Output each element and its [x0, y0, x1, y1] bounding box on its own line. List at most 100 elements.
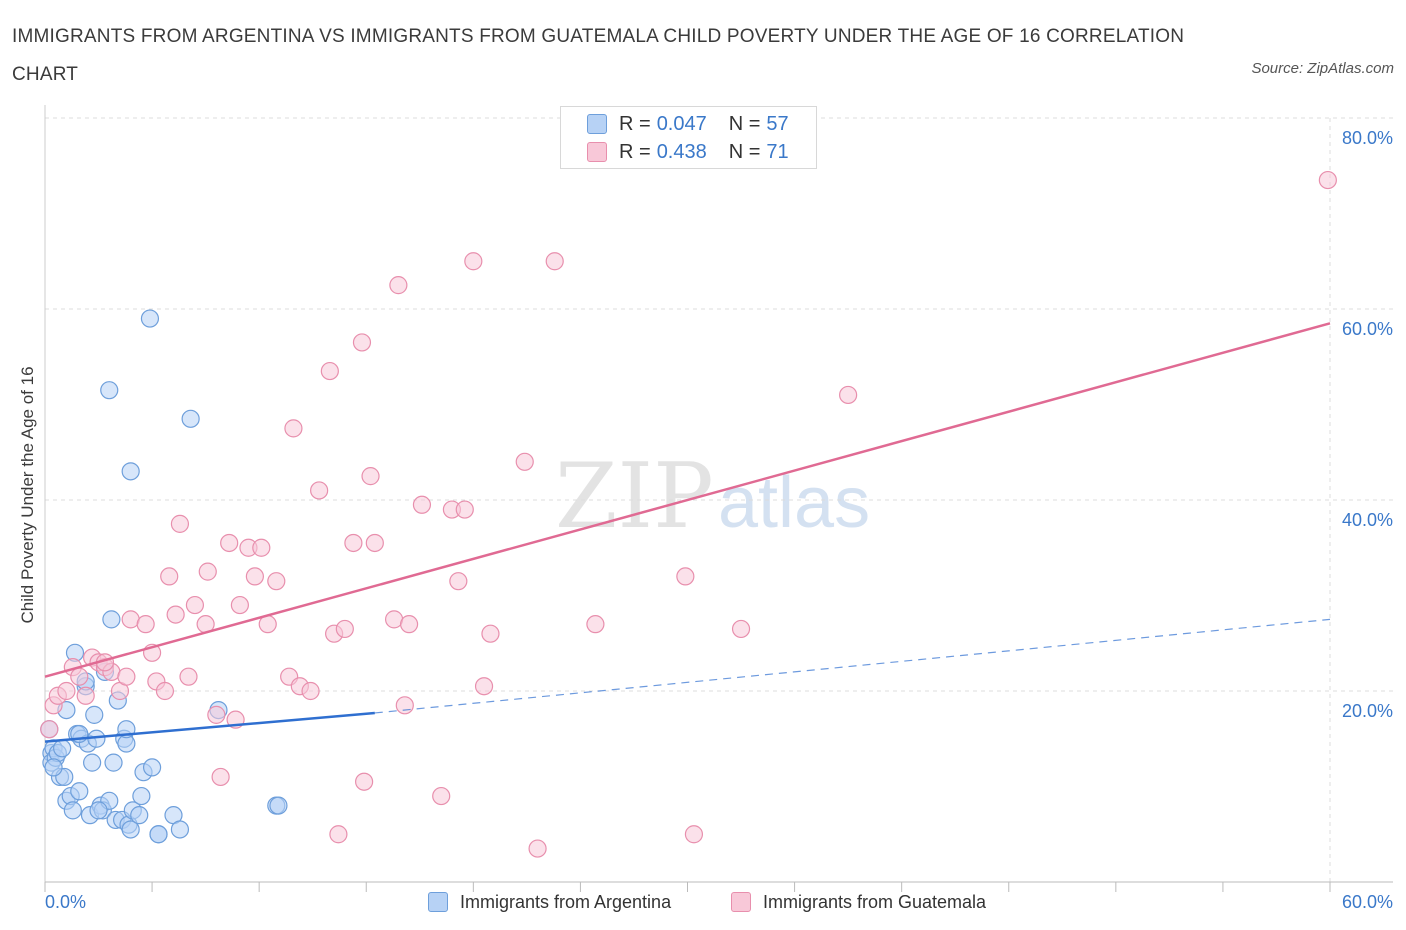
- guatemala-legend-label: Immigrants from Guatemala: [763, 891, 987, 912]
- y-tick-label: 40.0%: [1342, 510, 1393, 530]
- guatemala-point: [449, 572, 468, 591]
- guatemala-point: [432, 786, 451, 806]
- n-value-argentina: 57: [766, 112, 789, 135]
- legend-item-argentina: Immigrants from Argentina: [428, 888, 671, 916]
- guatemala-point: [301, 681, 320, 701]
- guatemala-point: [121, 610, 140, 629]
- guatemala-point: [76, 686, 95, 705]
- guatemala-point: [170, 514, 190, 533]
- guatemala-point: [267, 572, 286, 591]
- legend-item-guatemala: Immigrants from Guatemala: [731, 888, 986, 916]
- guatemala-point: [211, 767, 230, 787]
- guatemala-point: [528, 839, 547, 858]
- guatemala-point: [207, 705, 226, 724]
- guatemala-point: [310, 481, 329, 500]
- legend-row-guatemala: R = 0.438 N = 71: [587, 140, 789, 164]
- guatemala-point: [464, 252, 483, 271]
- guatemala-point: [395, 696, 414, 715]
- guatemala-point: [684, 825, 704, 844]
- legend-row-argentina: R = 0.047 N = 57: [587, 112, 789, 136]
- guatemala-point: [117, 667, 136, 686]
- guatemala-point: [185, 595, 205, 615]
- n-label: N =: [728, 140, 761, 163]
- argentina-point: [85, 705, 104, 724]
- x-tick-label: 0.0%: [45, 892, 86, 912]
- argentina-point: [89, 801, 108, 820]
- argentina-point: [269, 796, 288, 815]
- guatemala-point: [1318, 170, 1337, 190]
- y-tick-label: 60.0%: [1342, 319, 1393, 339]
- argentina-trend-extension: [374, 618, 1331, 714]
- guatemala-point: [361, 467, 380, 486]
- r-value-argentina: 0.047: [656, 112, 707, 135]
- argentina-legend-swatch: [428, 892, 448, 912]
- guatemala-point: [57, 681, 76, 701]
- watermark-zip: ZIP: [555, 444, 714, 549]
- guatemala-point: [355, 772, 374, 791]
- guatemala-point: [198, 562, 217, 581]
- guatemala-point: [481, 624, 500, 643]
- guatemala-point: [352, 333, 372, 352]
- argentina-point: [44, 758, 63, 777]
- guatemala-point: [252, 538, 271, 557]
- guatemala-point: [136, 615, 155, 634]
- argentina-point: [170, 820, 190, 839]
- argentina-trend-line: [44, 711, 375, 743]
- r-label: R =: [619, 140, 651, 163]
- n-label: N =: [728, 112, 761, 135]
- chart-title: IMMIGRANTS FROM ARGENTINA VS IMMIGRANTS …: [12, 26, 1185, 85]
- guatemala-point: [220, 533, 239, 553]
- guatemala-point: [179, 667, 198, 686]
- guatemala-point: [166, 605, 185, 624]
- guatemala-point: [365, 533, 384, 553]
- guatemala-point: [70, 667, 89, 686]
- argentina-point: [104, 753, 123, 772]
- guatemala-point: [344, 533, 363, 553]
- argentina-point: [140, 309, 160, 328]
- argentina-point: [100, 381, 119, 400]
- n-value-guatemala: 71: [766, 140, 789, 163]
- guatemala-point: [329, 825, 348, 844]
- guatemala-point: [399, 615, 419, 634]
- guatemala-point: [545, 252, 564, 271]
- argentina-point: [142, 758, 162, 777]
- r-label: R =: [619, 112, 651, 135]
- guatemala-point: [731, 619, 751, 639]
- argentina-point: [102, 610, 121, 629]
- argentina-swatch: [587, 114, 607, 134]
- argentina-point: [149, 825, 168, 844]
- guatemala-point: [245, 567, 264, 586]
- guatemala-point: [155, 681, 175, 701]
- argentina-point: [130, 806, 149, 825]
- watermark-atlas: atlas: [718, 463, 870, 543]
- guatemala-point: [676, 567, 695, 586]
- guatemala-point: [839, 385, 858, 405]
- argentina-point: [70, 782, 89, 801]
- y-tick-label: 80.0%: [1342, 128, 1393, 148]
- argentina-point: [132, 786, 151, 806]
- guatemala-point: [586, 615, 605, 634]
- guatemala-point: [515, 452, 534, 471]
- guatemala-point: [40, 720, 59, 739]
- guatemala-swatch: [587, 142, 607, 162]
- guatemala-point: [335, 619, 354, 639]
- guatemala-point: [230, 595, 249, 615]
- guatemala-legend-swatch: [731, 892, 751, 912]
- y-axis-label: Child Poverty Under the Age of 16: [18, 366, 37, 624]
- y-tick-label: 20.0%: [1342, 701, 1393, 721]
- guatemala-point: [384, 610, 404, 629]
- argentina-point: [83, 753, 102, 772]
- correlation-legend: R = 0.047 N = 57 R = 0.438 N = 71: [560, 106, 817, 169]
- guatemala-point: [160, 567, 179, 586]
- x-tick-label: 60.0%: [1342, 892, 1393, 912]
- argentina-point: [121, 820, 140, 839]
- guatemala-point: [284, 419, 303, 438]
- guatemala-point: [389, 276, 408, 295]
- r-value-guatemala: 0.438: [656, 140, 707, 163]
- argentina-legend-label: Immigrants from Argentina: [460, 891, 672, 912]
- argentina-point: [121, 462, 140, 481]
- guatemala-point: [412, 495, 432, 514]
- argentina-point: [53, 739, 72, 758]
- guatemala-point: [455, 500, 474, 519]
